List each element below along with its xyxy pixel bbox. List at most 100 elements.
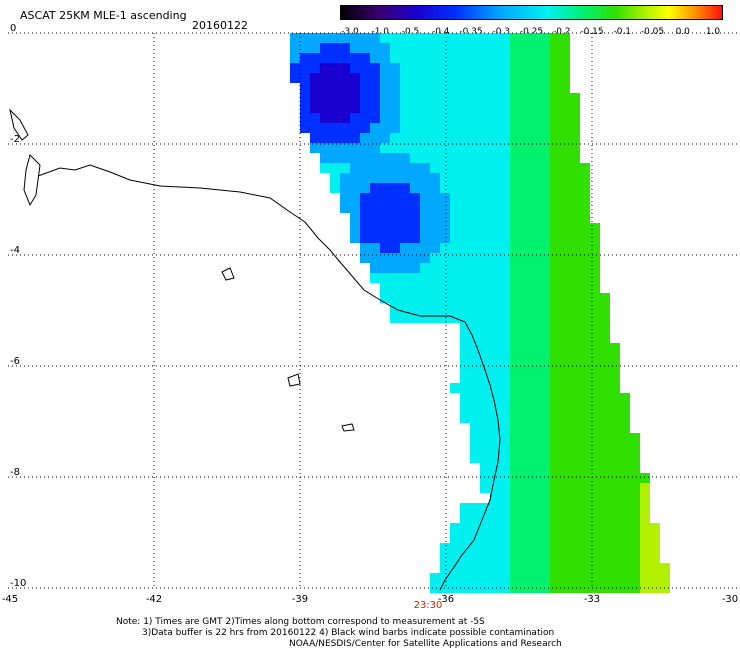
swath-cell: [500, 253, 510, 263]
swath-cell: [460, 303, 470, 313]
swath-cell: [590, 333, 600, 343]
swath-cell: [560, 193, 570, 203]
lat-tick-label: -10: [10, 578, 26, 589]
swath-cell: [630, 473, 640, 483]
swath-cell: [480, 283, 490, 293]
swath-cell: [490, 123, 500, 133]
swath-cell: [330, 93, 340, 103]
swath-cell: [380, 223, 390, 233]
swath-cell: [500, 213, 510, 223]
swath-cell: [380, 53, 390, 63]
swath-cell: [560, 383, 570, 393]
swath-cell: [450, 63, 460, 73]
swath-cell: [490, 563, 500, 573]
swath-cell: [560, 443, 570, 453]
swath-cell: [610, 513, 620, 523]
swath-cell: [630, 463, 640, 473]
swath-cell: [550, 213, 560, 223]
swath-cell: [440, 293, 450, 303]
swath-cell: [370, 253, 380, 263]
swath-cell: [490, 523, 500, 533]
swath-cell: [380, 293, 390, 303]
swath-cell: [310, 103, 320, 113]
swath-cell: [520, 443, 530, 453]
swath-cell: [370, 173, 380, 183]
swath-cell: [540, 113, 550, 123]
swath-cell: [630, 523, 640, 533]
swath-cell: [460, 93, 470, 103]
swath-cell: [540, 173, 550, 183]
swath-cell: [390, 203, 400, 213]
swath-cell: [460, 273, 470, 283]
swath-cell: [530, 223, 540, 233]
swath-cell: [370, 213, 380, 223]
swath-cell: [340, 113, 350, 123]
swath-cell: [580, 223, 590, 233]
swath-cell: [610, 453, 620, 463]
swath-cell: [600, 463, 610, 473]
swath-cell: [540, 383, 550, 393]
swath-cell: [530, 583, 540, 593]
swath-cell: [620, 453, 630, 463]
swath-cell: [360, 113, 370, 123]
swath-cell: [520, 213, 530, 223]
swath-cell: [370, 193, 380, 203]
island-outline: [9, 108, 29, 141]
swath-cell: [540, 213, 550, 223]
swath-cell: [570, 233, 580, 243]
swath-cell: [480, 273, 490, 283]
swath-cell: [510, 453, 520, 463]
swath-cell: [600, 313, 610, 323]
swath-cell: [350, 123, 360, 133]
swath-cell: [470, 43, 480, 53]
swath-cell: [490, 333, 500, 343]
swath-cell: [460, 123, 470, 133]
swath-cell: [530, 393, 540, 403]
swath-cell: [470, 323, 480, 333]
swath-cell: [340, 93, 350, 103]
swath-cell: [530, 323, 540, 333]
swath-cell: [460, 223, 470, 233]
swath-cell: [530, 73, 540, 83]
swath-cell: [440, 103, 450, 113]
swath-cell: [530, 113, 540, 123]
swath-cell: [530, 463, 540, 473]
swath-cell: [510, 273, 520, 283]
swath-cell: [490, 443, 500, 453]
swath-cell: [490, 493, 500, 503]
swath-cell: [520, 283, 530, 293]
swath-cell: [330, 73, 340, 83]
swath-cell: [530, 103, 540, 113]
swath-cell: [540, 263, 550, 273]
swath-cell: [470, 123, 480, 133]
swath-cell: [430, 573, 440, 583]
swath-cell: [550, 293, 560, 303]
swath-cell: [470, 273, 480, 283]
swath-cell: [520, 143, 530, 153]
swath-cell: [310, 143, 320, 153]
swath-cell: [420, 73, 430, 83]
swath-cell: [390, 163, 400, 173]
swath-cell: [520, 483, 530, 493]
swath-cell: [510, 43, 520, 53]
swath-cell: [330, 53, 340, 63]
swath-cell: [520, 203, 530, 213]
swath-cell: [600, 333, 610, 343]
swath-cell: [500, 563, 510, 573]
color-scale-bar: [340, 5, 723, 20]
swath-cell: [570, 273, 580, 283]
swath-cell: [550, 123, 560, 133]
swath-cell: [600, 483, 610, 493]
swath-cell: [490, 53, 500, 63]
swath-cell: [480, 73, 490, 83]
swath-cell: [530, 353, 540, 363]
swath-cell: [660, 573, 670, 583]
swath-cell: [500, 193, 510, 203]
swath-cell: [490, 503, 500, 513]
swath-cell: [450, 83, 460, 93]
swath-cell: [510, 213, 520, 223]
swath-cell: [570, 433, 580, 443]
swath-cell: [300, 53, 310, 63]
swath-cell: [500, 233, 510, 243]
swath-cell: [610, 583, 620, 593]
